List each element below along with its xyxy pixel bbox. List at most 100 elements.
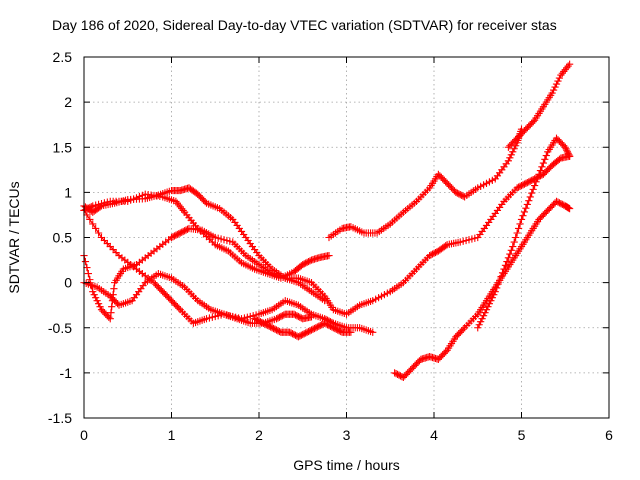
data-point-marker — [92, 294, 100, 302]
data-point-marker — [506, 154, 514, 162]
data-point-marker — [90, 291, 98, 299]
data-point-marker — [81, 257, 90, 266]
y-tick-label: 0.5 — [53, 230, 73, 246]
data-point-marker — [442, 348, 450, 356]
series-line — [477, 137, 571, 329]
data-point-marker — [89, 220, 97, 228]
data-point-marker — [563, 146, 571, 154]
series-track-7 — [325, 125, 526, 242]
x-tick-label: 3 — [343, 427, 351, 443]
data-point-marker — [510, 145, 518, 153]
data-point-marker — [175, 201, 183, 209]
series-track-4 — [80, 270, 316, 327]
y-tick-labels: -1.5 -1 -0.5 0 0.5 1 1.5 2 2.5 — [48, 49, 72, 426]
data-point-marker — [566, 152, 574, 160]
data-point-marker — [516, 220, 524, 228]
data-point-marker — [482, 306, 491, 314]
data-point-marker — [566, 60, 574, 68]
series-layer — [80, 60, 574, 381]
data-point-marker — [563, 148, 572, 156]
data-point-marker — [541, 155, 549, 163]
data-point-marker — [478, 315, 486, 323]
data-point-marker — [89, 288, 97, 296]
data-point-marker — [83, 263, 91, 272]
data-point-marker — [520, 208, 529, 216]
data-point-marker — [532, 178, 540, 186]
data-point-marker — [565, 151, 573, 159]
data-point-marker — [533, 174, 542, 182]
data-point-marker — [507, 246, 515, 254]
data-point-marker — [487, 297, 495, 305]
data-point-marker — [561, 143, 569, 151]
data-point-marker — [504, 157, 512, 165]
data-point-marker — [477, 318, 485, 326]
data-point-marker — [498, 269, 507, 277]
x-axis-title: GPS time / hours — [293, 457, 400, 473]
data-point-marker — [442, 242, 450, 250]
data-point-marker — [507, 151, 515, 159]
data-point-marker — [484, 303, 492, 311]
data-point-marker — [510, 238, 518, 246]
data-point-marker — [459, 325, 467, 333]
data-point-marker — [512, 233, 520, 242]
data-point-marker — [107, 309, 115, 317]
data-point-marker — [535, 170, 543, 178]
series-track-3 — [80, 224, 329, 323]
data-point-marker — [87, 203, 95, 211]
series-track-9 — [474, 134, 574, 332]
x-tick-label: 1 — [168, 427, 176, 443]
data-point-marker — [561, 66, 569, 74]
data-point-marker — [347, 328, 355, 336]
data-point-marker — [106, 315, 114, 323]
data-point-marker — [83, 211, 91, 219]
x-tick-label: 0 — [80, 427, 88, 443]
data-point-marker — [531, 182, 539, 190]
data-point-marker — [538, 163, 546, 171]
data-point-marker — [496, 276, 504, 284]
data-point-marker — [501, 261, 510, 269]
data-point-marker — [500, 265, 508, 273]
data-point-marker — [84, 270, 92, 278]
data-point-marker — [493, 284, 501, 292]
x-tick-label: 5 — [518, 427, 526, 443]
data-point-marker — [497, 273, 505, 281]
data-point-marker — [488, 294, 496, 302]
data-point-marker — [517, 215, 526, 224]
data-point-marker — [563, 64, 571, 72]
data-point-marker — [506, 250, 514, 258]
data-point-marker — [555, 74, 564, 82]
data-point-marker — [558, 69, 566, 77]
data-point-marker — [475, 321, 483, 329]
data-point-marker — [175, 304, 183, 312]
data-point-marker — [369, 328, 377, 336]
data-point-marker — [542, 151, 550, 160]
series-track-8 — [391, 197, 574, 381]
data-point-marker — [96, 303, 104, 311]
data-point-marker — [178, 205, 186, 213]
series-track-5 — [80, 206, 377, 336]
data-point-marker — [566, 205, 574, 213]
data-point-marker — [201, 198, 209, 206]
series-track-1 — [80, 152, 574, 318]
data-point-marker — [560, 67, 568, 76]
data-point-marker — [94, 229, 103, 237]
data-point-marker — [92, 224, 100, 233]
y-tick-label: 0 — [64, 275, 72, 291]
data-point-marker — [514, 224, 523, 233]
data-point-marker — [564, 62, 572, 70]
data-point-marker — [513, 229, 521, 237]
data-point-marker — [105, 313, 113, 321]
data-point-marker — [552, 80, 561, 88]
x-tick-label: 6 — [605, 427, 613, 443]
data-point-marker — [173, 199, 181, 207]
data-point-marker — [557, 71, 565, 79]
y-tick-label: 1.5 — [53, 139, 73, 155]
data-point-marker — [529, 118, 537, 126]
data-point-marker — [554, 77, 562, 85]
data-point-marker — [548, 89, 556, 97]
tick-marks — [83, 56, 610, 419]
data-point-marker — [474, 324, 482, 332]
series-track-10 — [504, 60, 574, 151]
data-point-marker — [494, 280, 502, 288]
